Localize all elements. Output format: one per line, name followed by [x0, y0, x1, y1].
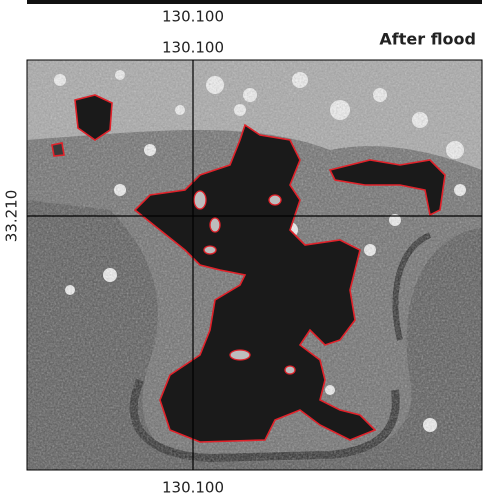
x-label: 130.100: [162, 8, 224, 26]
sar-image: [27, 60, 482, 470]
panel-frame: [26, 59, 483, 471]
previous-panel-edge: [27, 0, 482, 4]
panel-title: After flood: [379, 30, 476, 49]
y-label: 33.210: [3, 190, 21, 243]
x-label: 130.100: [162, 39, 224, 57]
x-label: 130.100: [162, 479, 224, 497]
